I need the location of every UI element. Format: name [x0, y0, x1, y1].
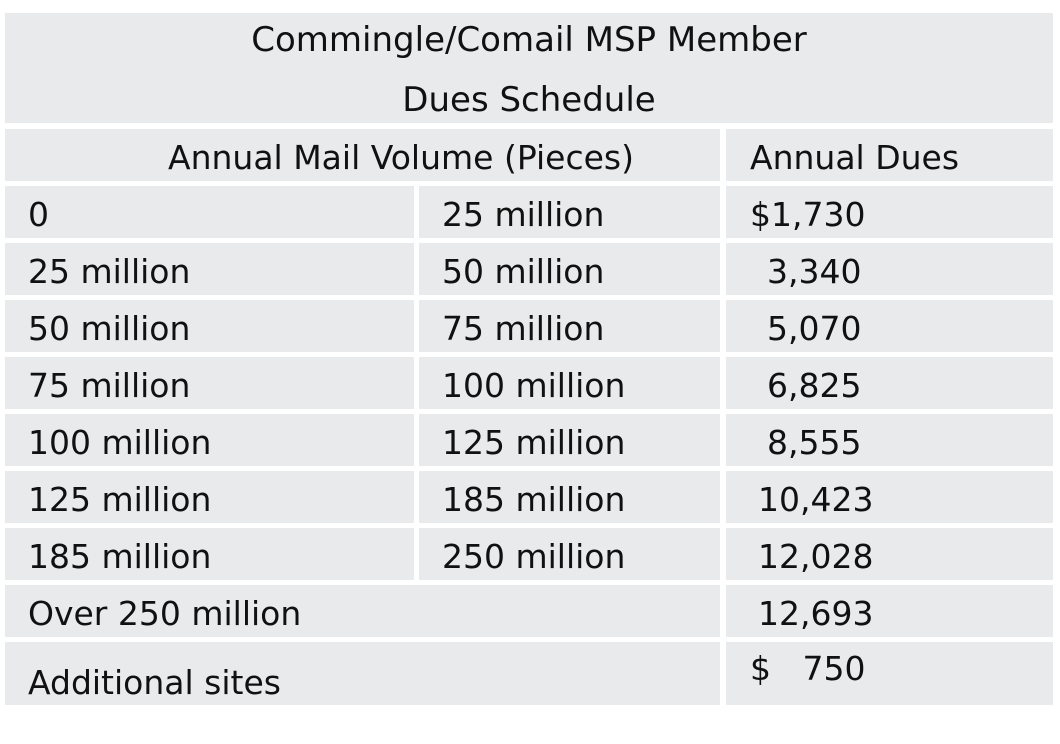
table-cell-dues: 5,070	[726, 300, 1053, 352]
row-dues: 6,825	[767, 366, 862, 405]
row-to: 125 million	[442, 423, 626, 462]
header-volume: Annual Mail Volume (Pieces)	[168, 138, 634, 177]
row-dues: 3,340	[767, 252, 862, 291]
row-from: 125 million	[28, 480, 212, 519]
table-cell-to: 25 million	[419, 186, 720, 238]
row-from: 0	[28, 195, 49, 234]
table-cell-from: 50 million	[5, 300, 414, 352]
row-to: 75 million	[442, 309, 605, 348]
table-cell-dues: 3,340	[726, 243, 1053, 295]
row-additional-dues: $ 750	[750, 649, 866, 688]
header-dues: Annual Dues	[750, 138, 960, 177]
table-cell-additional-label: Additional sites	[5, 642, 720, 705]
row-from: 25 million	[28, 252, 191, 291]
table-cell-dues: 8,555	[726, 414, 1053, 466]
row-to: 25 million	[442, 195, 605, 234]
table-cell-to: 250 million	[419, 528, 720, 580]
table-cell-over-dues: 12,693	[726, 585, 1053, 637]
row-from: 185 million	[28, 537, 212, 576]
table-cell-dues: 10,423	[726, 471, 1053, 523]
row-additional-label: Additional sites	[28, 663, 281, 702]
row-from: 50 million	[28, 309, 191, 348]
row-dues: $1,730	[750, 195, 866, 234]
row-to: 50 million	[442, 252, 605, 291]
row-over-label: Over 250 million	[28, 594, 302, 633]
table-cell-from: 100 million	[5, 414, 414, 466]
header-volume-cell: Annual Mail Volume (Pieces)	[5, 129, 720, 181]
table-cell-dues: $1,730	[726, 186, 1053, 238]
row-to: 100 million	[442, 366, 626, 405]
table-cell-to: 185 million	[419, 471, 720, 523]
table-title-line-1: Commingle/Comail MSP Member	[251, 20, 807, 60]
row-over-dues: 12,693	[758, 594, 874, 633]
row-dues: 8,555	[767, 423, 862, 462]
table-cell-from: 75 million	[5, 357, 414, 409]
row-from: 100 million	[28, 423, 212, 462]
row-dues: 10,423	[758, 480, 874, 519]
row-from: 75 million	[28, 366, 191, 405]
table-cell-to: 100 million	[419, 357, 720, 409]
header-dues-cell: Annual Dues	[726, 129, 1053, 181]
table-cell-from: 25 million	[5, 243, 414, 295]
table-cell-from: 185 million	[5, 528, 414, 580]
table-cell-dues: 6,825	[726, 357, 1053, 409]
title-cell: Commingle/Comail MSP Member Dues Schedul…	[5, 13, 1053, 123]
table-cell-from: 125 million	[5, 471, 414, 523]
table-cell-additional-dues: $ 750	[726, 642, 1053, 705]
table-cell-dues: 12,028	[726, 528, 1053, 580]
row-to: 250 million	[442, 537, 626, 576]
table-cell-over-label: Over 250 million	[5, 585, 720, 637]
row-dues: 5,070	[767, 309, 862, 348]
table-cell-from: 0	[5, 186, 414, 238]
row-to: 185 million	[442, 480, 626, 519]
row-dues: 12,028	[758, 537, 874, 576]
table-cell-to: 50 million	[419, 243, 720, 295]
table-title-line-2: Dues Schedule	[402, 80, 656, 120]
table-cell-to: 125 million	[419, 414, 720, 466]
table-cell-to: 75 million	[419, 300, 720, 352]
